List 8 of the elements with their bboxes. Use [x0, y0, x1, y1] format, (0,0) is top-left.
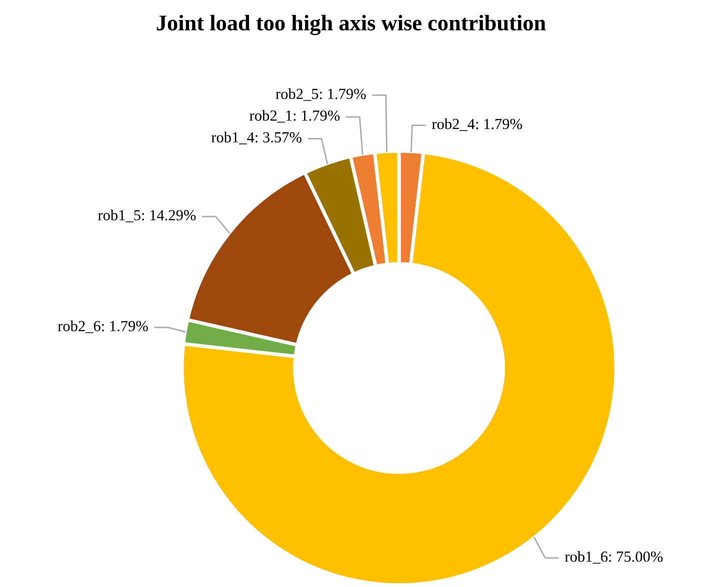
- slice-label: rob1_4: 3.57%: [211, 132, 302, 144]
- slice-label: rob2_4: 1.79%: [432, 118, 522, 131]
- slice-label: rob2_1: 1.79%: [250, 110, 340, 123]
- slice-label: rob2_5: 1.79%: [276, 88, 366, 101]
- slice-label: rob1_5: 14.29%: [98, 210, 196, 222]
- slice-label: rob2_6: 1.79%: [58, 320, 148, 334]
- chart-title: Joint load too high axis wise contribution: [156, 14, 546, 36]
- slice-label: rob1_6: 75.00%: [565, 551, 663, 564]
